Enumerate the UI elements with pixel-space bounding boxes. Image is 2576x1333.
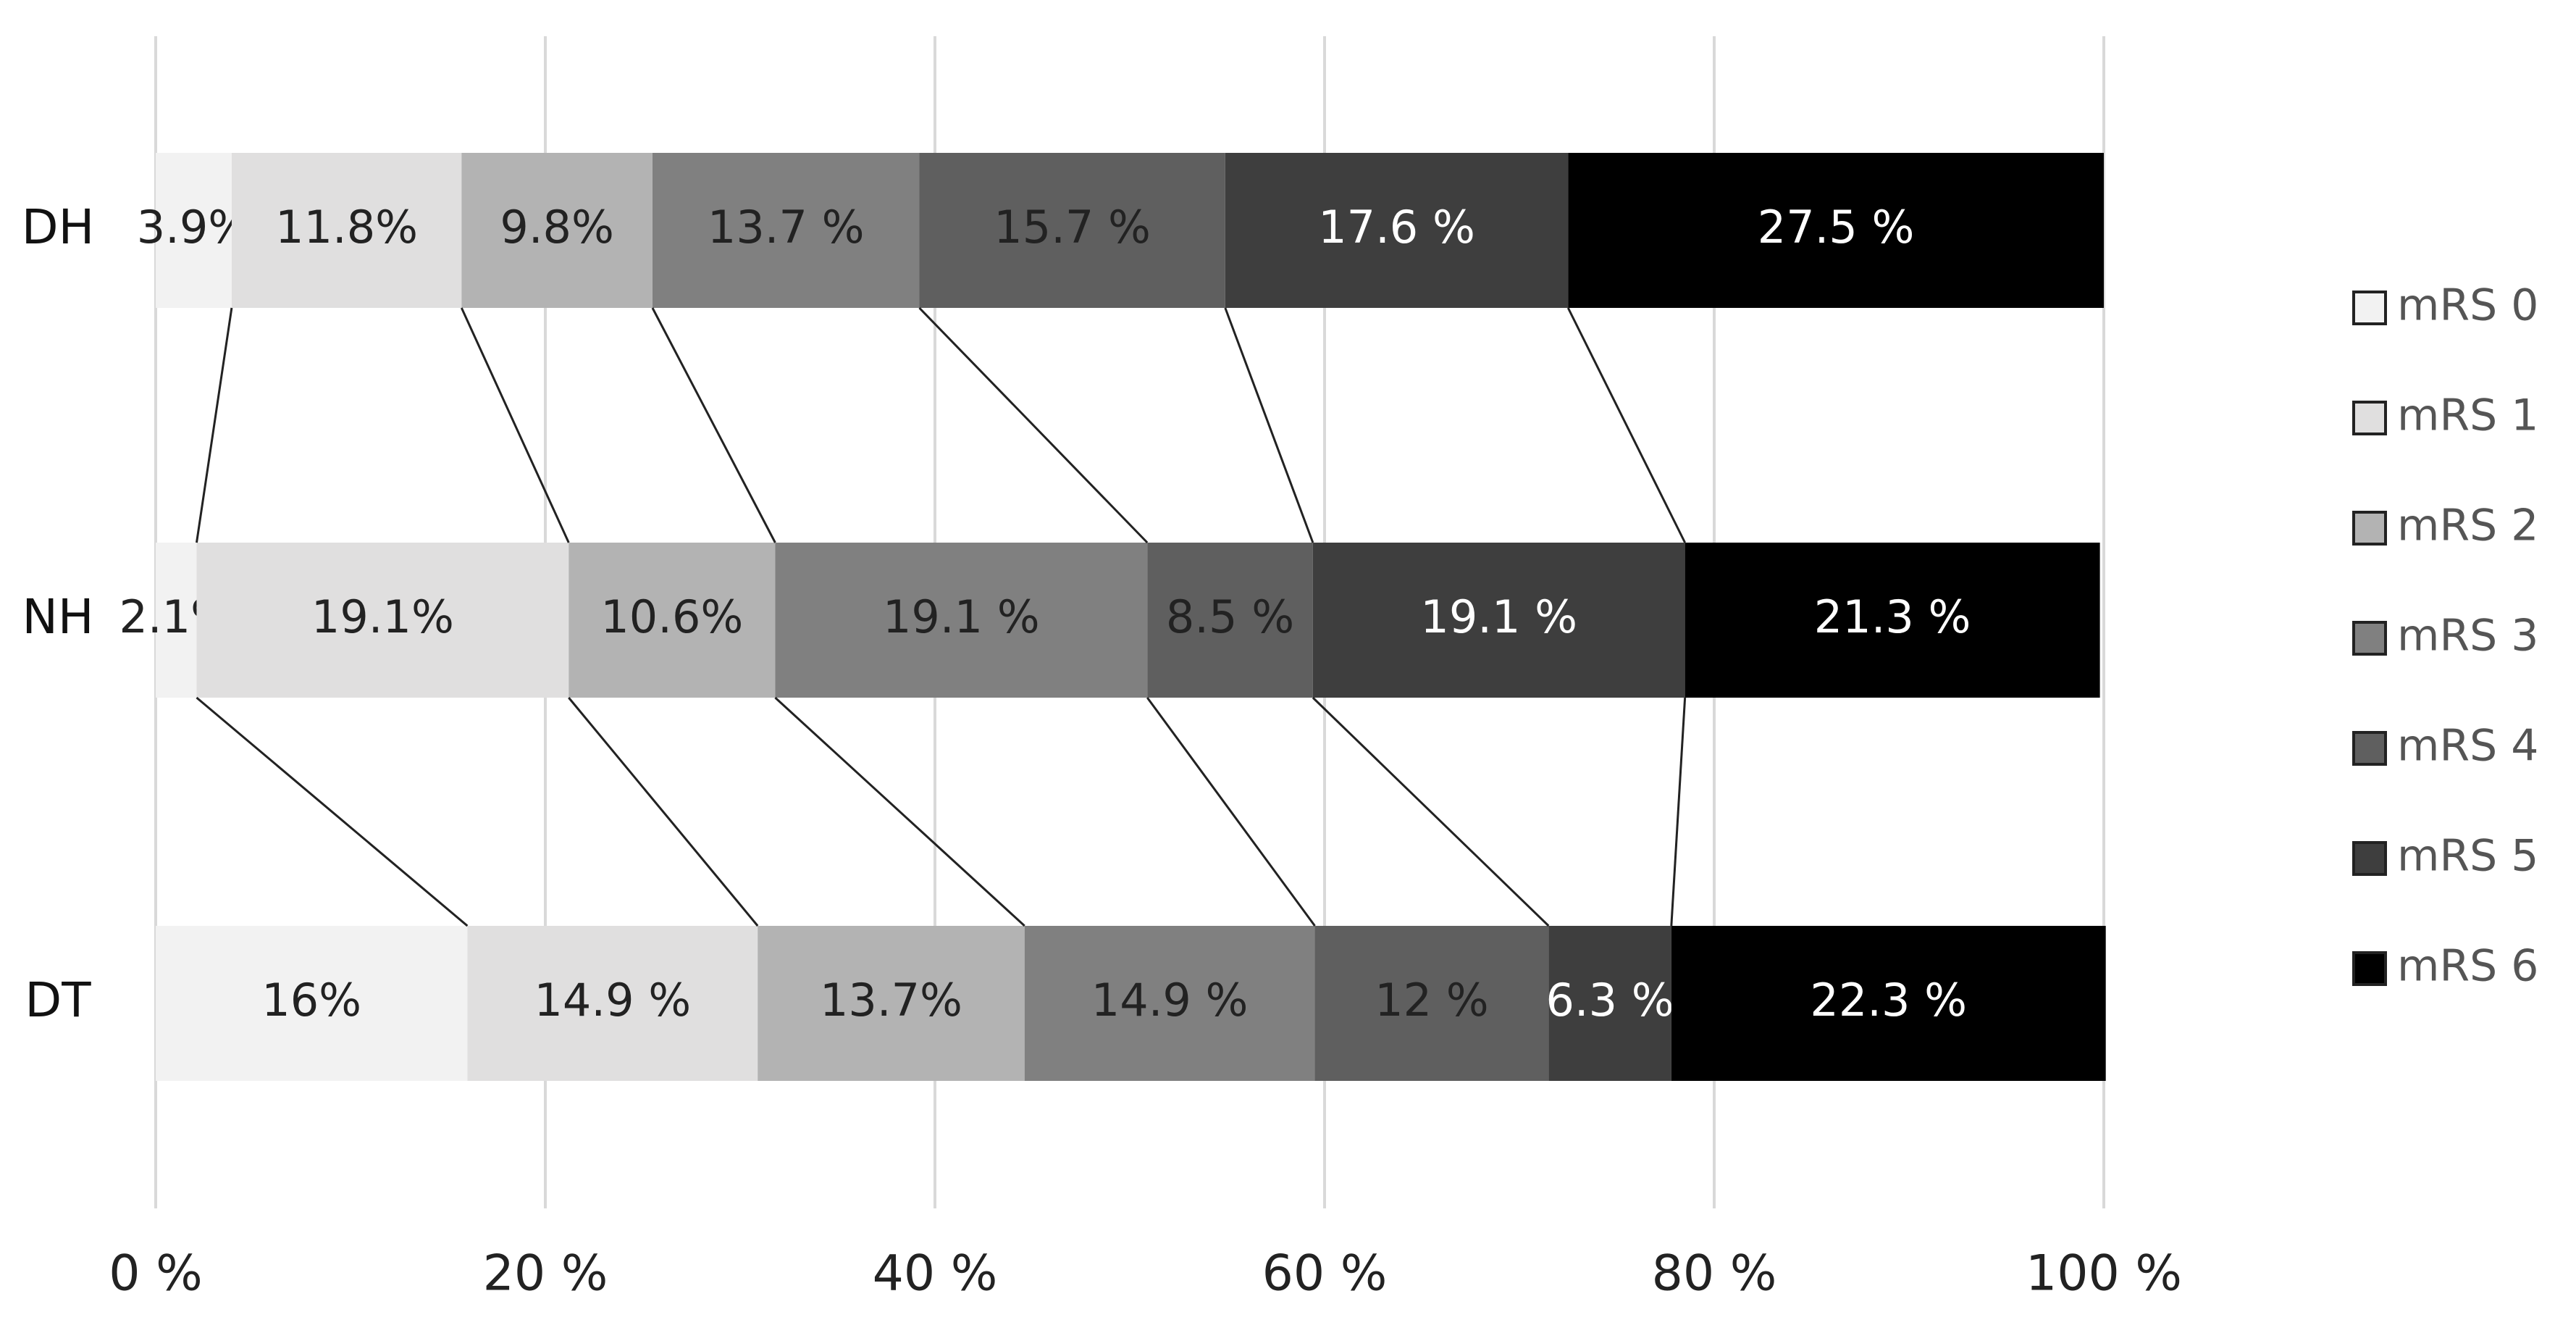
legend-swatch [2352, 291, 2387, 325]
legend-swatch [2352, 621, 2387, 656]
bar-segment [461, 153, 653, 308]
legend-label: mRS 5 [2397, 831, 2538, 882]
connector [1566, 307, 1686, 543]
bar-segment [1147, 543, 1313, 698]
value-label: 19.1 % [1420, 590, 1577, 643]
bar-segment [919, 153, 1225, 308]
connector [1224, 307, 1314, 543]
value-label: 22.3 % [1810, 974, 1967, 1027]
value-label: 14.9 % [534, 974, 691, 1027]
bar-segment [1312, 543, 1685, 698]
connector [651, 307, 776, 543]
legend-label: mRS 4 [2397, 721, 2538, 772]
connector [774, 696, 1025, 927]
value-label: 19.1% [311, 590, 454, 643]
bar-segment [569, 543, 776, 698]
value-label: 13.7% [820, 974, 962, 1027]
bar-segment [1568, 153, 2104, 308]
value-label: 11.8% [275, 201, 418, 254]
bar-segment [1548, 926, 1671, 1081]
connector [460, 307, 570, 543]
value-label: 6.3 % [1545, 974, 1674, 1027]
connector [1146, 697, 1316, 927]
value-label: 16% [261, 974, 361, 1027]
value-label: 8.5 % [1166, 590, 1294, 643]
value-label: 27.5 % [1758, 201, 1915, 254]
x-tick-label: 80 % [1652, 1245, 1777, 1303]
legend-swatch [2352, 841, 2387, 876]
bar-segment [196, 543, 569, 698]
x-tick-label: 40 % [873, 1245, 998, 1303]
value-label: 14.9 % [1091, 974, 1249, 1027]
legend-swatch [2352, 401, 2387, 435]
bar-segment [1685, 543, 2100, 698]
legend-swatch [2352, 511, 2387, 546]
legend-label: mRS 6 [2397, 941, 2538, 992]
bar-segment [652, 153, 920, 308]
bar-segment [156, 543, 197, 698]
x-tick-label: 0 % [109, 1245, 203, 1303]
bar-segment [156, 153, 232, 308]
x-tick-label: 60 % [1262, 1245, 1388, 1303]
category-label: DH [22, 199, 94, 255]
category-label: DT [25, 972, 91, 1028]
x-tick-label: 20 % [483, 1245, 608, 1303]
value-label: 10.6% [600, 590, 743, 643]
bar-segment [1314, 926, 1549, 1081]
value-label: 15.7 % [994, 201, 1151, 254]
connector [568, 697, 759, 927]
legend-label: mRS 1 [2397, 390, 2538, 441]
connector [196, 307, 233, 543]
value-label: 13.7 % [708, 201, 865, 254]
value-label: 9.8% [500, 201, 614, 254]
bar-segment [231, 153, 462, 308]
x-tick-label: 100 % [2026, 1245, 2182, 1303]
value-label: 17.6 % [1318, 201, 1475, 254]
bar-segment [467, 926, 758, 1081]
legend-swatch [2352, 951, 2387, 986]
legend-label: mRS 0 [2397, 280, 2538, 331]
legend-swatch [2352, 731, 2387, 766]
value-label: 12 % [1375, 974, 1489, 1027]
bar-segment [758, 926, 1025, 1081]
value-label: 19.1 % [883, 590, 1040, 643]
bar-segment [1225, 153, 1569, 308]
connector [1670, 697, 1687, 927]
bar-segment [1671, 926, 2106, 1081]
bar-segment [775, 543, 1148, 698]
value-label: 21.3 % [1814, 590, 1971, 643]
bar-segment [156, 926, 468, 1081]
legend-label: mRS 2 [2397, 501, 2538, 551]
category-label: NH [22, 589, 94, 645]
legend-label: mRS 3 [2397, 611, 2538, 661]
connector [918, 306, 1149, 544]
connector [196, 696, 469, 927]
bar-segment [1024, 926, 1315, 1081]
connector [1312, 696, 1550, 927]
